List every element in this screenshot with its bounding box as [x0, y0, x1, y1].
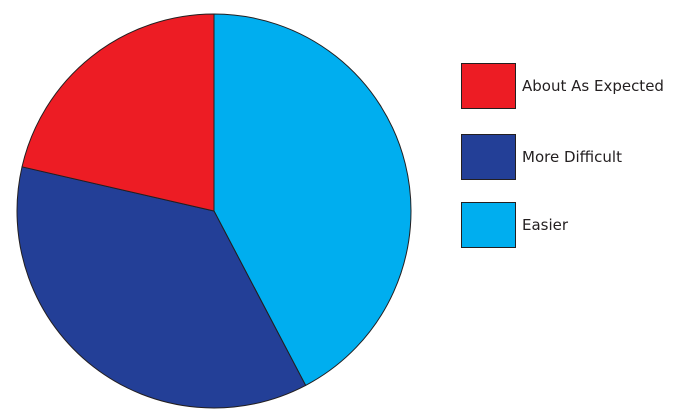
- legend-swatch: [461, 63, 516, 109]
- pie-slice-more-difficult: [16, 166, 307, 409]
- legend-label: About As Expected: [522, 77, 664, 95]
- pie-slice-easier: [213, 13, 412, 386]
- legend-item-more-difficult: More Difficult: [461, 134, 622, 180]
- legend-item-about-as-expected: About As Expected: [461, 63, 664, 109]
- legend-swatch: [461, 202, 516, 248]
- legend-label: More Difficult: [522, 148, 622, 166]
- legend-item-easier: Easier: [461, 202, 568, 248]
- pie-slice-about-as-expected: [21, 13, 215, 212]
- legend-swatch: [461, 134, 516, 180]
- legend-label: Easier: [522, 216, 569, 234]
